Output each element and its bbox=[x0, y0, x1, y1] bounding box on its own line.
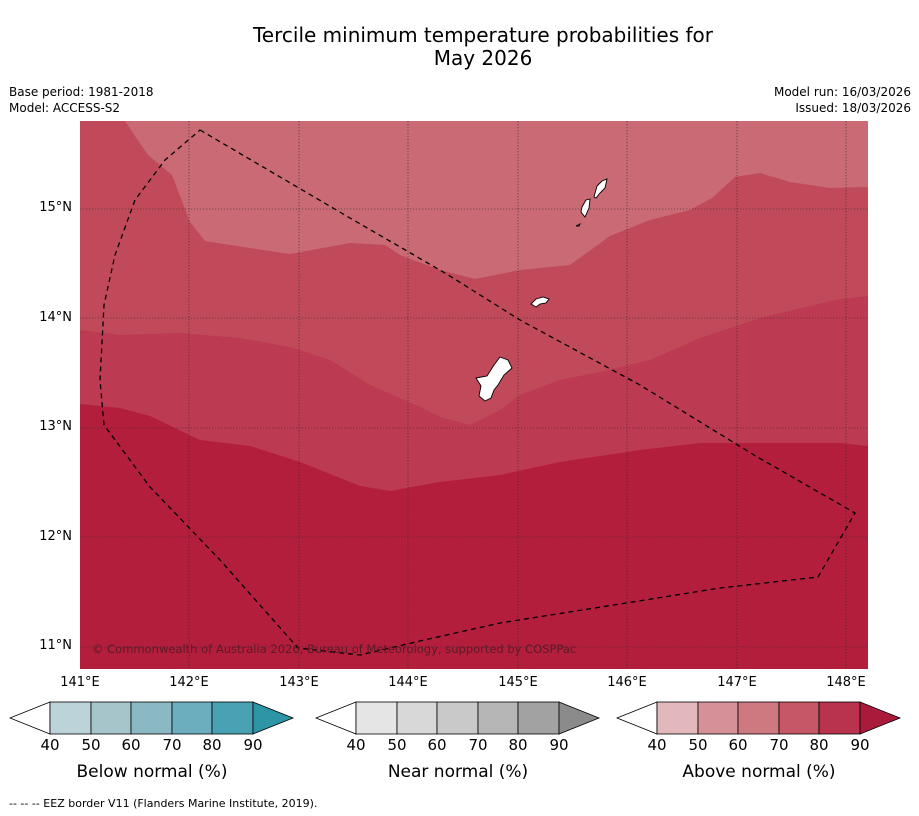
colorbar-above-swatch-60-70 bbox=[737, 701, 780, 735]
colorbar-below-swatch-50-60 bbox=[90, 701, 132, 735]
colorbar-above-swatch-80-90 bbox=[818, 701, 861, 735]
colorbar-below-swatch-80-90 bbox=[211, 701, 254, 735]
colorbar-above-upper-extend bbox=[859, 701, 902, 735]
lat-label-13n: 13°N bbox=[39, 419, 72, 434]
colorbar-near-lower-extend bbox=[314, 701, 357, 735]
colorbar-below-swatch-70-80 bbox=[171, 701, 213, 735]
below-tick-50: 50 bbox=[81, 736, 101, 754]
map-title-line-1: Tercile minimum temperature probabilitie… bbox=[252, 23, 714, 47]
island-aguijan bbox=[575, 222, 582, 227]
below-tick-60: 60 bbox=[121, 736, 141, 754]
near-tick-60: 60 bbox=[427, 736, 447, 754]
colorbar-near-swatch-50-60 bbox=[396, 701, 438, 735]
lat-label-15n: 15°N bbox=[39, 200, 72, 215]
lat-label-12n: 12°N bbox=[39, 529, 72, 544]
legend-colorbars bbox=[8, 701, 902, 735]
near-tick-50: 50 bbox=[387, 736, 407, 754]
below-normal-label: Below normal (%) bbox=[76, 762, 228, 782]
lon-label-144e: 144°E bbox=[388, 675, 428, 690]
colorbar-above-normal bbox=[615, 701, 902, 735]
below-tick-40: 40 bbox=[40, 736, 60, 754]
colorbar-below-normal bbox=[8, 701, 295, 735]
near-tick-90: 90 bbox=[549, 736, 569, 754]
islands bbox=[475, 178, 608, 402]
lon-label-145e: 145°E bbox=[498, 675, 538, 690]
lat-label-14n: 14°N bbox=[39, 310, 72, 325]
map-svg: © Commonwealth of Australia 2026, Bureau… bbox=[80, 121, 868, 669]
above-tick-40: 40 bbox=[647, 736, 667, 754]
near-normal-label: Near normal (%) bbox=[387, 762, 529, 782]
map-title-line-2: May 2026 bbox=[433, 46, 533, 70]
graticule bbox=[80, 121, 868, 669]
lon-label-143e: 143°E bbox=[279, 675, 319, 690]
model-run-text: Model run: 16/03/2026 bbox=[773, 85, 911, 99]
colorbar-above-swatch-70-80 bbox=[778, 701, 820, 735]
colorbar-near-swatch-60-70 bbox=[436, 701, 479, 735]
lon-label-146e: 146°E bbox=[607, 675, 647, 690]
colorbar-above-swatch-40-50 bbox=[656, 701, 699, 735]
colorbar-below-swatch-40-50 bbox=[49, 701, 92, 735]
above-tick-60: 60 bbox=[728, 736, 748, 754]
colorbar-near-normal bbox=[314, 701, 601, 735]
lat-label-11n: 11°N bbox=[39, 638, 72, 653]
model-text: Model: ACCESS-S2 bbox=[9, 101, 121, 115]
lon-label-147e: 147°E bbox=[717, 675, 757, 690]
island-guam bbox=[475, 356, 513, 402]
below-tick-70: 70 bbox=[162, 736, 182, 754]
copyright-text: © Commonwealth of Australia 2026, Bureau… bbox=[92, 642, 576, 656]
colorbar-above-lower-extend bbox=[615, 701, 658, 735]
base-period-text: Base period: 1981-2018 bbox=[9, 85, 154, 99]
near-tick-80: 80 bbox=[508, 736, 528, 754]
colorbar-below-upper-extend bbox=[252, 701, 295, 735]
lon-label-142e: 142°E bbox=[169, 675, 209, 690]
above-tick-80: 80 bbox=[809, 736, 829, 754]
above-tick-70: 70 bbox=[769, 736, 789, 754]
near-tick-70: 70 bbox=[468, 736, 488, 754]
issued-text: Issued: 18/03/2026 bbox=[795, 101, 911, 115]
colorbar-below-lower-extend bbox=[8, 701, 51, 735]
near-tick-40: 40 bbox=[346, 736, 366, 754]
lon-label-148e: 148°E bbox=[826, 675, 866, 690]
lon-label-141e: 141°E bbox=[60, 675, 100, 690]
map-panel: © Commonwealth of Australia 2026, Bureau… bbox=[80, 121, 868, 669]
eez-footnote: -- -- -- EEZ border V11 (Flanders Marine… bbox=[9, 797, 318, 810]
below-tick-80: 80 bbox=[202, 736, 222, 754]
eez-border bbox=[99, 129, 856, 656]
below-tick-90: 90 bbox=[243, 736, 263, 754]
colorbar-near-swatch-80-90 bbox=[517, 701, 560, 735]
above-normal-label: Above normal (%) bbox=[682, 762, 836, 782]
colorbar-near-swatch-70-80 bbox=[477, 701, 519, 735]
island-saipan bbox=[593, 178, 608, 199]
region-above-60-70 bbox=[125, 121, 868, 279]
above-tick-50: 50 bbox=[688, 736, 708, 754]
colorbar-above-swatch-50-60 bbox=[697, 701, 739, 735]
colorbar-below-swatch-60-70 bbox=[130, 701, 173, 735]
above-tick-90: 90 bbox=[850, 736, 870, 754]
island-tinian bbox=[580, 198, 591, 218]
colorbar-near-upper-extend bbox=[558, 701, 601, 735]
island-rota bbox=[530, 296, 550, 308]
colorbar-near-swatch-40-50 bbox=[355, 701, 398, 735]
